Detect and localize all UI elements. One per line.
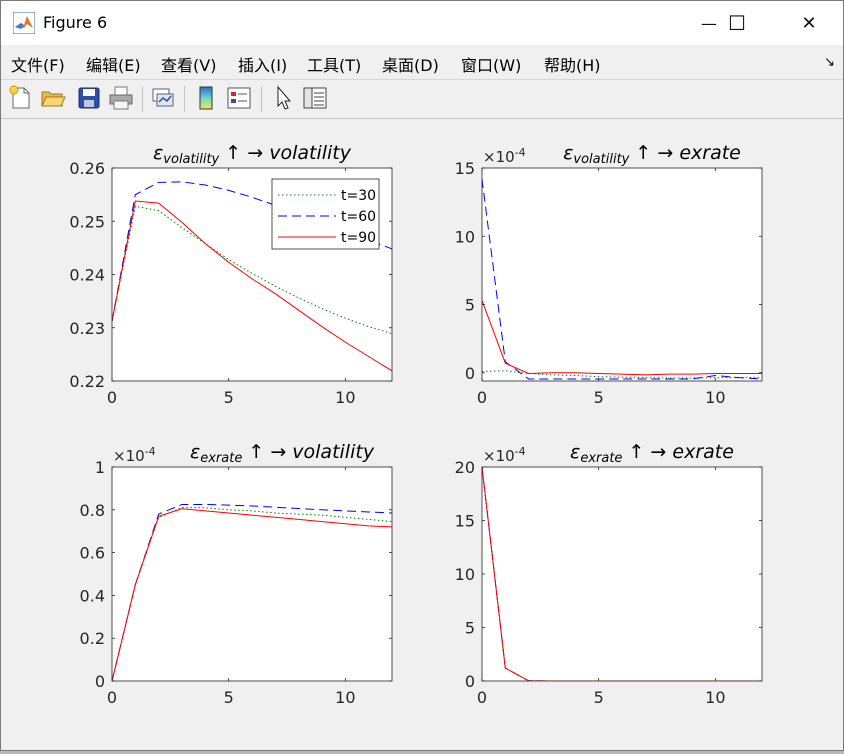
subplot-title: εexrate ↑ → exrate: [570, 441, 734, 466]
menu-tools[interactable]: 工具(T): [307, 56, 362, 75]
subplot-title: εvolatility ↑ → volatility: [153, 142, 352, 167]
print-icon[interactable]: [107, 84, 135, 112]
y-exponent-label: ×10-4: [483, 445, 526, 465]
maximize-button[interactable]: ☐: [709, 1, 765, 45]
close-icon: ✕: [801, 12, 817, 34]
save-icon[interactable]: [75, 84, 103, 112]
menu-insert[interactable]: 插入(I): [238, 56, 288, 75]
link-plot-icon[interactable]: [149, 84, 177, 112]
x-tick-label: 10: [335, 688, 355, 707]
y-tick-label: 0: [95, 672, 105, 691]
y-tick-label: 0: [465, 364, 475, 383]
x-tick-label: 0: [477, 688, 487, 707]
y-tick-label: 0.26: [69, 159, 105, 178]
y-tick-label: 0.2: [80, 629, 105, 648]
matlab-logo-icon: [13, 12, 35, 34]
axes-box: [481, 167, 763, 382]
figure-canvas: 0 5 10 0.22 0.23 0.24 0.25 0.26 εvolatility ↑ → …: [1, 119, 843, 750]
x-tick-label: 0: [107, 388, 117, 407]
legend-label: t=90: [341, 230, 376, 246]
y-tick-label: 15: [455, 159, 475, 178]
x-tick-label: 5: [224, 688, 234, 707]
series-line-t=30: [112, 205, 392, 335]
y-tick-label: 0.25: [69, 212, 105, 231]
toolbar-separator: [261, 86, 262, 112]
title-bar[interactable]: Figure 6 — ☐ ✕: [1, 1, 843, 45]
legend-label: t=60: [341, 209, 376, 225]
series-line-t=60: [112, 181, 392, 322]
menu-view[interactable]: 查看(V): [161, 56, 217, 75]
legend-label: t=30: [341, 188, 376, 204]
x-tick-label: 10: [705, 388, 725, 407]
x-tick-label: 0: [107, 688, 117, 707]
y-tick-label: 10: [455, 565, 475, 584]
y-tick-label: 15: [455, 512, 475, 531]
x-tick-label: 5: [224, 388, 234, 407]
menu-edit[interactable]: 编辑(E): [86, 56, 141, 75]
axes-background: [482, 467, 762, 681]
dock-arrow-icon[interactable]: ↘: [824, 55, 835, 70]
menu-bar: 文件(F) 编辑(E) 查看(V) 插入(I) 工具(T) 桌面(D) 窗口(W…: [1, 45, 843, 80]
subplot-title: εvolatility ↑ → exrate: [563, 142, 741, 167]
y-tick-label: 5: [465, 296, 475, 315]
y-exponent-label: ×10-4: [483, 146, 526, 166]
window-title: Figure 6: [43, 13, 108, 32]
insert-legend-icon[interactable]: [225, 84, 253, 112]
y-tick-label: 0.4: [80, 586, 105, 605]
x-tick-label: 10: [705, 688, 725, 707]
axes-background: [112, 467, 392, 681]
subplot-2[interactable]: 0 5 10 0 5 10 15 ×10-4 εvolatility ↑ → exrate: [455, 142, 763, 407]
x-tick-label: 10: [335, 388, 355, 407]
close-button[interactable]: ✕: [781, 1, 837, 45]
y-tick-label: 0.24: [69, 266, 105, 285]
open-file-icon[interactable]: [39, 84, 67, 112]
new-figure-icon[interactable]: [7, 84, 35, 112]
maximize-icon: ☐: [728, 11, 746, 35]
series-line-t=90: [112, 200, 392, 372]
y-tick-label: 1: [95, 458, 105, 477]
y-exponent-label: ×10-4: [113, 445, 156, 465]
x-tick-label: 0: [477, 388, 487, 407]
menu-desktop[interactable]: 桌面(D): [382, 56, 439, 75]
y-tick-label: 0.6: [80, 544, 105, 563]
series-line-t=90: [112, 508, 392, 681]
series-line-t=60: [112, 503, 392, 681]
toolbar-separator: [142, 86, 143, 112]
y-tick-label: 10: [455, 227, 475, 246]
subplot-1[interactable]: 0 5 10 0.22 0.23 0.24 0.25 0.26 εvolatility ↑ → …: [69, 142, 393, 407]
toolbar: [1, 80, 843, 119]
x-tick-label: 5: [594, 388, 604, 407]
minimize-button[interactable]: —: [681, 1, 737, 45]
insert-colorbar-icon[interactable]: [192, 84, 220, 112]
minimize-icon: —: [701, 13, 717, 33]
subplot-3[interactable]: 0 5 10 0 0.2 0.4 0.6 0.8 1 ×10-4 εexrate ↑ → volat…: [80, 441, 393, 707]
menu-help[interactable]: 帮助(H): [544, 56, 601, 75]
toolbar-separator: [184, 86, 185, 112]
series-line-t=30: [482, 370, 762, 379]
y-tick-label: 0.8: [80, 501, 105, 520]
menu-file[interactable]: 文件(F): [11, 56, 65, 75]
legend[interactable]: t=30 t=60 t=90: [271, 178, 380, 250]
edit-plot-arrow-icon[interactable]: [269, 84, 297, 112]
axes-background: [482, 168, 762, 381]
series-line-t=90: [482, 300, 762, 376]
menu-window[interactable]: 窗口(W): [461, 56, 522, 75]
subplot-title: εexrate ↑ → volatility: [190, 441, 375, 466]
axes-box: [111, 466, 393, 682]
y-tick-label: 0: [465, 672, 475, 691]
y-tick-label: 0.23: [69, 319, 105, 338]
series-line-t=60: [482, 178, 762, 380]
subplot-4[interactable]: 0 5 10 0 5 10 15 20 ×10-4 εexrate ↑ → exrate: [455, 441, 763, 707]
y-tick-label: 5: [465, 619, 475, 638]
y-tick-label: 0.22: [69, 372, 105, 391]
y-tick-label: 20: [455, 458, 475, 477]
x-tick-label: 5: [594, 688, 604, 707]
property-inspector-icon[interactable]: [301, 84, 329, 112]
